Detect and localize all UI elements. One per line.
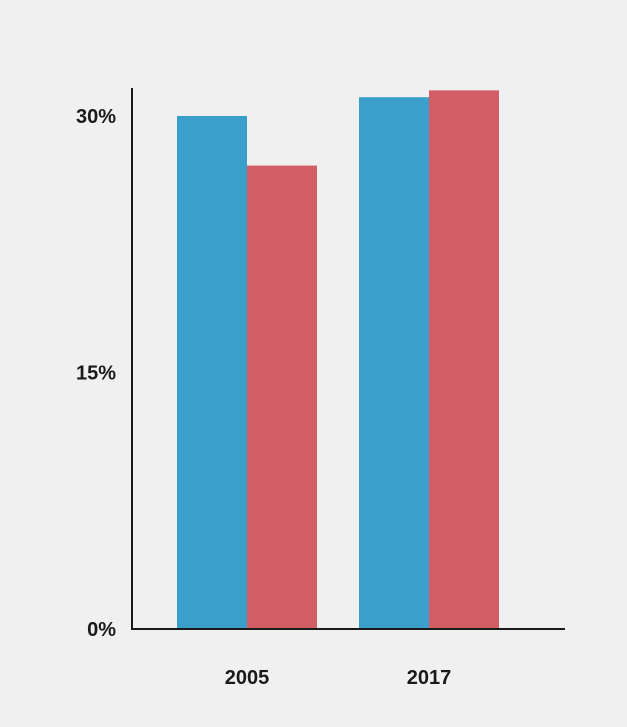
bar-2017-series-1 (359, 97, 429, 629)
x-tick-label-2017: 2017 (407, 667, 452, 689)
x-tick-label-2005: 2005 (225, 667, 270, 689)
y-tick-label-0: 0% (87, 619, 116, 641)
labels-layer: 2005 2017 0% 15% 30% (76, 106, 451, 689)
y-tick-label-15: 15% (76, 363, 116, 385)
bar-2005-series-1 (177, 116, 247, 629)
bar-2017-series-2 (429, 90, 499, 630)
axes-layer (131, 88, 565, 630)
bar-2005-series-2 (247, 165, 317, 629)
y-tick-label-30: 30% (76, 106, 116, 128)
bars-layer (177, 90, 499, 630)
